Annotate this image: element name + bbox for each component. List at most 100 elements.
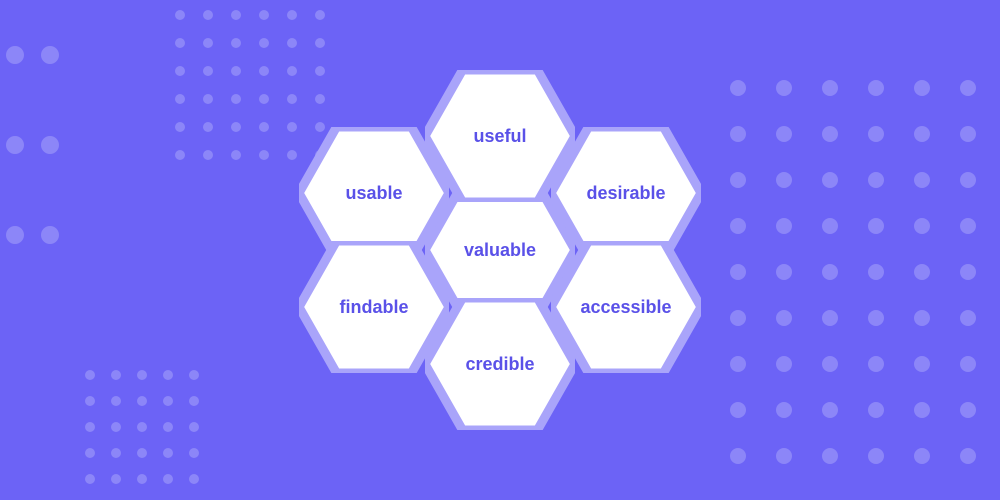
dot — [175, 94, 185, 104]
dot — [137, 474, 147, 484]
dot — [287, 38, 297, 48]
dot — [85, 422, 95, 432]
dot — [868, 172, 884, 188]
dot — [259, 66, 269, 76]
honeycomb-cell: accessible — [551, 241, 701, 373]
honeycomb-cell: findable — [299, 241, 449, 373]
dot — [730, 310, 746, 326]
dot — [315, 66, 325, 76]
dot — [231, 10, 241, 20]
dot — [287, 10, 297, 20]
dot — [111, 474, 121, 484]
honeycomb-cell: usable — [299, 127, 449, 259]
dot — [203, 94, 213, 104]
dot — [287, 122, 297, 132]
dot — [914, 448, 930, 464]
dot — [85, 448, 95, 458]
dot — [960, 80, 976, 96]
dot — [868, 448, 884, 464]
dot — [960, 126, 976, 142]
dot — [175, 38, 185, 48]
dot — [163, 370, 173, 380]
dot — [914, 264, 930, 280]
honeycomb-cell-label: usable — [299, 127, 449, 259]
dot — [231, 66, 241, 76]
dot — [315, 94, 325, 104]
dot — [776, 356, 792, 372]
dot — [189, 474, 199, 484]
dot — [776, 126, 792, 142]
dot — [914, 356, 930, 372]
dot — [914, 80, 930, 96]
dot — [231, 38, 241, 48]
dot — [6, 136, 24, 154]
dot — [730, 402, 746, 418]
dot — [41, 46, 59, 64]
dot — [914, 402, 930, 418]
dot — [822, 80, 838, 96]
dot — [315, 10, 325, 20]
dot — [730, 264, 746, 280]
dot — [822, 402, 838, 418]
dot — [163, 422, 173, 432]
dot — [231, 150, 241, 160]
dot — [868, 218, 884, 234]
dot — [315, 38, 325, 48]
honeycomb-cell-label: desirable — [551, 127, 701, 259]
dot — [175, 122, 185, 132]
dot — [776, 402, 792, 418]
dot — [85, 396, 95, 406]
dot — [960, 356, 976, 372]
dot — [163, 448, 173, 458]
dot — [960, 402, 976, 418]
dot — [914, 172, 930, 188]
dot — [203, 122, 213, 132]
dot — [41, 136, 59, 154]
dot — [960, 172, 976, 188]
dot — [203, 150, 213, 160]
dot — [730, 172, 746, 188]
dot — [137, 422, 147, 432]
dot — [776, 310, 792, 326]
dot — [163, 396, 173, 406]
dot — [259, 150, 269, 160]
dot — [111, 396, 121, 406]
honeycomb-cell-label: findable — [299, 241, 449, 373]
dot — [231, 122, 241, 132]
dot — [914, 126, 930, 142]
dot — [203, 10, 213, 20]
dot — [259, 38, 269, 48]
dot — [287, 66, 297, 76]
honeycomb-cell: desirable — [551, 127, 701, 259]
dot — [259, 94, 269, 104]
dot — [730, 218, 746, 234]
dot — [868, 402, 884, 418]
dot — [111, 422, 121, 432]
dot — [822, 448, 838, 464]
dot-grid — [730, 80, 1000, 464]
dot — [960, 218, 976, 234]
dot — [6, 46, 24, 64]
honeycomb-cell-label: accessible — [551, 241, 701, 373]
dot — [822, 310, 838, 326]
dot-grid — [85, 370, 199, 484]
dot — [287, 94, 297, 104]
dot — [868, 80, 884, 96]
dot — [914, 218, 930, 234]
dot — [189, 370, 199, 380]
dot — [822, 356, 838, 372]
dot — [776, 448, 792, 464]
dot — [111, 448, 121, 458]
dot — [6, 226, 24, 244]
dot — [822, 218, 838, 234]
dot — [776, 172, 792, 188]
dot — [85, 370, 95, 380]
dot — [163, 474, 173, 484]
diagram-canvas: valuableusefulcredibleusabledesirablefin… — [0, 0, 1000, 500]
dot — [85, 474, 95, 484]
dot — [231, 94, 241, 104]
dot — [730, 80, 746, 96]
dot — [189, 396, 199, 406]
dot — [822, 126, 838, 142]
dot — [203, 38, 213, 48]
